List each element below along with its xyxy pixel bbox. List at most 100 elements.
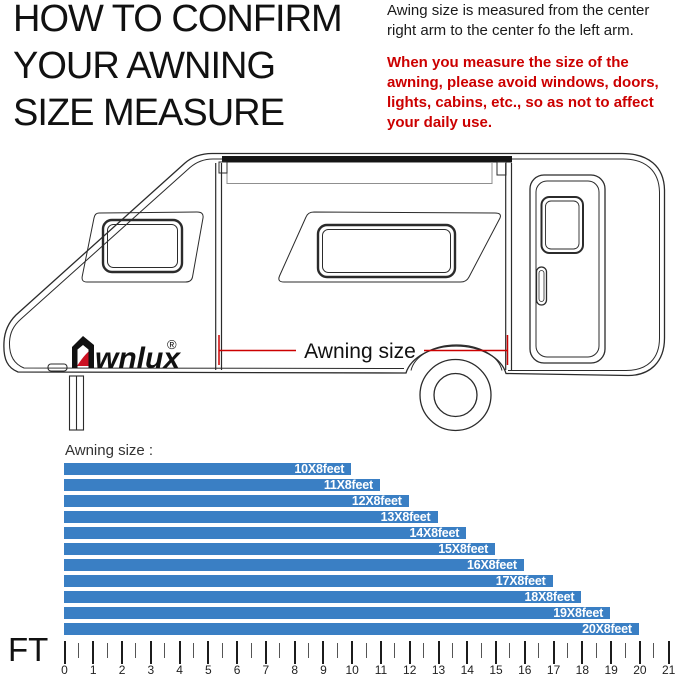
- ruler-tick-label: 17: [546, 663, 561, 677]
- ruler-minor-tick: [279, 643, 281, 658]
- measure-warning-text: When you measure the size of the awning,…: [387, 54, 659, 131]
- bar-label: 16X8feet: [466, 558, 517, 572]
- bar-label: 20X8feet: [582, 622, 632, 636]
- bar-label: 13X8feet: [380, 510, 431, 524]
- awning-left-bracket: [218, 161, 228, 174]
- ruler-major-tick: [408, 641, 411, 664]
- ruler-minor-tick: [221, 643, 223, 658]
- awning-size-bar: 18X8feet: [63, 591, 582, 603]
- ruler-minor-tick: [135, 643, 137, 658]
- ruler-major-tick: [121, 641, 124, 664]
- awning-arm-left: [215, 163, 223, 370]
- brand-logo: wnlux ®: [72, 336, 181, 375]
- ruler-minor-tick: [509, 643, 511, 658]
- ruler-minor-tick: [106, 643, 108, 658]
- awning-size-bar: 10X8feet: [63, 462, 352, 476]
- chart-title: Awning size :: [65, 442, 154, 459]
- ruler-major-tick: [523, 641, 526, 664]
- front-window-glass: [107, 224, 178, 268]
- page-title-line-3: SIZE MEASURE: [13, 92, 285, 134]
- ruler-major-tick: [351, 641, 354, 664]
- bar-label: 14X8feet: [409, 526, 460, 540]
- mid-window-frame: [316, 223, 457, 279]
- brand-logo-a-mark: [72, 336, 94, 368]
- ruler-major-tick: [552, 641, 555, 664]
- ruler-major-tick: [293, 641, 296, 664]
- bar-label: 15X8feet: [438, 542, 489, 556]
- ruler-minor-tick: [423, 643, 425, 658]
- ruler-major-tick: [667, 641, 670, 664]
- ruler-major-tick: [236, 641, 239, 664]
- awning-roller-bar: [222, 156, 512, 163]
- ruler-minor-tick: [308, 643, 310, 658]
- ruler-major-tick: [437, 641, 440, 664]
- awning-arm-right: [505, 163, 513, 370]
- door-window: [540, 196, 584, 254]
- ruler-major-tick: [63, 641, 66, 664]
- awning-size-bar: 20X8feet: [63, 622, 639, 636]
- ruler-minor-tick: [164, 643, 166, 658]
- ruler-tick-label: 4: [176, 663, 183, 677]
- ruler-major-tick: [610, 641, 613, 664]
- page-title-line-2: YOUR AWNING: [13, 45, 276, 87]
- ruler-tick-label: 13: [431, 663, 446, 677]
- ruler-major-tick: [466, 641, 469, 664]
- ruler-tick-label: 10: [345, 663, 359, 677]
- ruler-minor-tick: [336, 643, 338, 658]
- ruler-tick-label: 3: [147, 663, 155, 677]
- ruler-tick-label: 14: [460, 663, 474, 677]
- ruler-tick-label: 21: [661, 663, 676, 677]
- awning-right-bracket: [496, 161, 507, 176]
- ruler-minor-tick: [480, 643, 482, 658]
- ruler-minor-tick: [77, 643, 79, 658]
- ruler-minor-tick: [365, 643, 367, 658]
- bar-label: 12X8feet: [351, 494, 402, 508]
- ruler-tick-label: 15: [489, 663, 503, 677]
- awning-fabric-roll: [226, 162, 493, 184]
- ruler-tick-label: 2: [118, 663, 126, 677]
- awning-size-bar: 13X8feet: [63, 510, 438, 524]
- ruler-major-tick: [207, 641, 210, 664]
- wheel-hub: [433, 372, 478, 418]
- ruler-major-tick: [638, 641, 641, 664]
- door: [529, 174, 606, 364]
- jack-post: [68, 375, 85, 431]
- ruler-major-tick: [149, 641, 152, 664]
- wheel-arch: [410, 344, 503, 371]
- ruler-tick-label: 11: [374, 663, 388, 677]
- ruler-minor-tick: [595, 643, 597, 658]
- brand-logo-text: wnlux: [95, 342, 181, 375]
- bar-label: 11X8feet: [323, 478, 373, 492]
- awning-size-dimension-label: Awning size: [304, 340, 416, 363]
- awning-size-bar: 14X8feet: [63, 526, 467, 540]
- ruler-tick-label: 0: [61, 663, 68, 677]
- ruler-tick-label: 8: [291, 663, 298, 677]
- ruler-tick-label: 20: [633, 663, 647, 677]
- ruler-tick-label: 5: [205, 663, 212, 677]
- ruler-major-tick: [92, 641, 95, 664]
- awning-size-bar: 16X8feet: [63, 558, 524, 572]
- ruler-minor-tick: [192, 643, 194, 658]
- ruler-minor-tick: [624, 643, 626, 658]
- ruler-unit-label: FT: [8, 631, 49, 668]
- registered-mark-icon: ®: [167, 337, 177, 352]
- awning-size-bar: 11X8feet: [63, 478, 380, 492]
- ruler-tick-label: 19: [604, 663, 618, 677]
- wheel-tire: [419, 358, 492, 432]
- bar-label: 10X8feet: [294, 462, 345, 476]
- trailer-body-outline: [3, 152, 666, 377]
- ruler-minor-tick: [250, 643, 252, 658]
- ruler-major-tick: [264, 641, 267, 664]
- front-window-frame: [101, 218, 184, 274]
- ruler-tick-label: 6: [233, 663, 241, 677]
- ruler-major-tick: [495, 641, 498, 664]
- ruler-minor-tick: [566, 643, 568, 658]
- door-handle: [535, 266, 548, 306]
- ruler-major-tick: [322, 641, 325, 664]
- ruler-major-tick: [379, 641, 382, 664]
- bar-label: 19X8feet: [553, 606, 604, 620]
- mid-window-panel: [278, 211, 501, 283]
- ruler-tick-label: 9: [320, 663, 327, 677]
- ruler-minor-tick: [538, 643, 540, 658]
